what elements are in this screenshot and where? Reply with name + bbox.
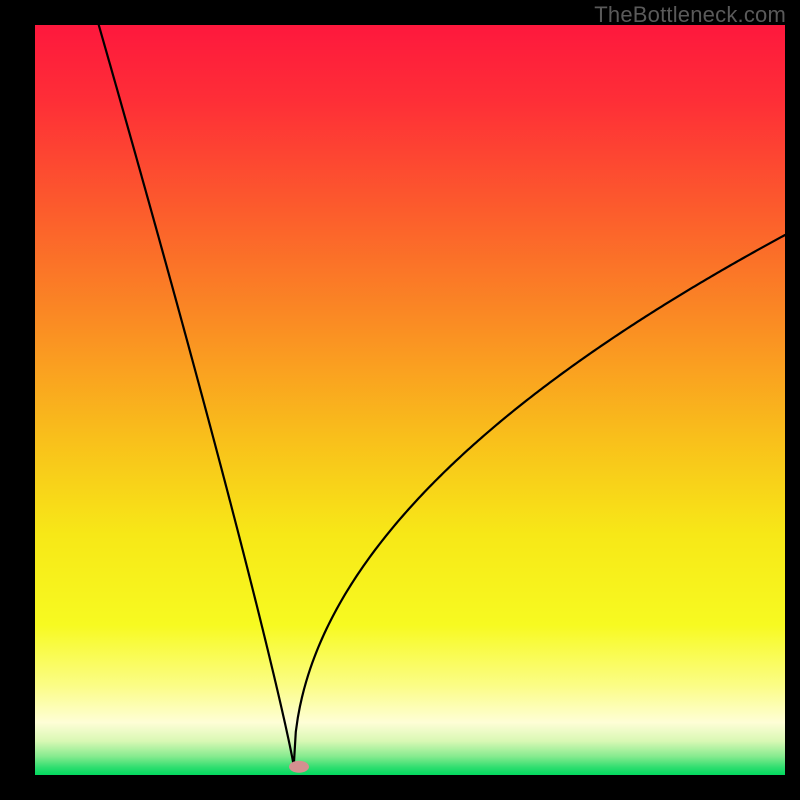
watermark-text: TheBottleneck.com [594, 2, 786, 28]
plot-area [35, 25, 785, 775]
operating-point-marker [289, 761, 309, 773]
chart-svg [0, 0, 800, 800]
chart-frame: TheBottleneck.com [0, 0, 800, 800]
